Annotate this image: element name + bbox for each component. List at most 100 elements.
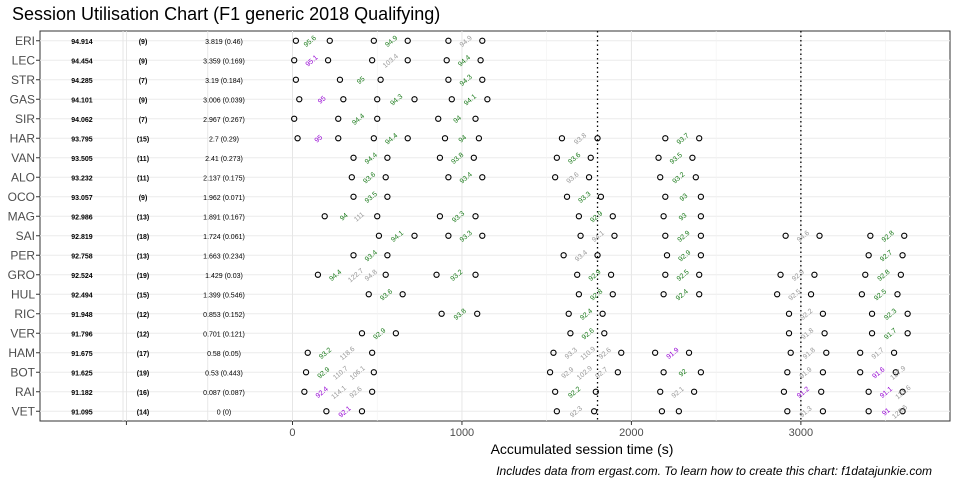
lap-marker xyxy=(787,349,794,356)
lap-marker xyxy=(472,115,479,122)
plot-panel xyxy=(39,30,951,422)
lap-marker xyxy=(897,271,905,278)
lap-marker xyxy=(899,388,906,395)
lap-marker xyxy=(374,115,381,122)
y-tick-label: ERI xyxy=(15,34,35,48)
lap-marker xyxy=(292,37,300,44)
lap-marker xyxy=(784,408,791,415)
lap-marker xyxy=(697,232,705,239)
lap-count-label: (7) xyxy=(139,78,148,85)
lap-marker xyxy=(662,232,669,239)
lap-marker xyxy=(785,330,793,337)
best-time-label: 92.494 xyxy=(71,292,93,299)
x-tick-label: 1000 xyxy=(450,427,474,439)
lap-count-label: (14) xyxy=(137,409,149,416)
lap-marker xyxy=(899,408,906,415)
lap-marker xyxy=(690,388,698,395)
lap-marker xyxy=(411,96,418,103)
chart-title: Session Utilisation Chart (F1 generic 20… xyxy=(12,4,441,24)
lap-marker xyxy=(472,271,479,278)
x-tick-label: 0 xyxy=(289,427,295,439)
lap-marker xyxy=(368,388,376,395)
lap-count-label: (9) xyxy=(139,58,148,65)
best-time-label: 94.101 xyxy=(71,97,93,104)
lap-time-label: 93 xyxy=(679,193,690,203)
lap-marker xyxy=(607,271,615,278)
lap-marker xyxy=(374,96,381,103)
lap-marker xyxy=(392,330,400,337)
lap-marker xyxy=(575,213,583,220)
lap-time-label: 91 xyxy=(881,407,892,417)
best-time-label: 94.914 xyxy=(71,39,93,46)
lap-marker xyxy=(550,349,557,356)
y-tick-label: LEC xyxy=(12,53,36,67)
lap-marker xyxy=(567,330,574,337)
lap-count-label: (16) xyxy=(137,390,149,397)
lap-marker xyxy=(663,252,671,259)
y-tick-label: VET xyxy=(12,404,36,418)
gap-label: 1.962 (0.071) xyxy=(203,195,245,202)
lap-marker xyxy=(404,57,411,64)
lap-marker xyxy=(368,57,376,64)
lap-marker xyxy=(302,369,310,376)
lap-marker xyxy=(819,408,827,415)
lap-marker xyxy=(651,349,659,356)
lap-marker xyxy=(655,154,662,161)
lap-marker xyxy=(553,154,561,161)
lap-marker xyxy=(370,369,377,376)
y-tick-label: RIC xyxy=(14,307,35,321)
lap-marker xyxy=(445,232,452,239)
lap-marker xyxy=(575,291,583,298)
lap-marker xyxy=(785,310,793,317)
best-time-label: 92.524 xyxy=(71,273,93,280)
lap-marker xyxy=(894,291,901,298)
lap-marker xyxy=(445,76,452,83)
lap-marker xyxy=(587,154,594,161)
lap-marker xyxy=(441,135,449,142)
lap-marker xyxy=(448,96,455,103)
best-time-label: 93.232 xyxy=(71,175,93,182)
lap-marker xyxy=(350,252,357,259)
lap-marker xyxy=(662,135,669,142)
y-tick-label: PER xyxy=(10,248,35,262)
lap-count-label: (13) xyxy=(137,253,149,260)
lap-marker xyxy=(614,369,622,376)
lap-marker xyxy=(868,330,876,337)
lap-marker xyxy=(323,408,330,415)
lap-time-label: 94 xyxy=(458,134,469,144)
lap-marker xyxy=(774,291,781,298)
lap-marker xyxy=(296,96,303,103)
lap-marker xyxy=(657,174,664,181)
lap-count-label: (7) xyxy=(139,117,148,124)
best-time-label: 92.819 xyxy=(71,234,93,241)
lap-count-label: (9) xyxy=(139,39,148,46)
lap-marker xyxy=(292,76,300,83)
y-tick-label: ALO xyxy=(11,170,35,184)
gap-label: 1.429 (0.03) xyxy=(205,273,243,280)
lap-marker xyxy=(560,252,567,259)
lap-marker xyxy=(689,154,696,161)
lap-marker xyxy=(477,57,484,64)
lap-marker xyxy=(565,310,572,317)
best-time-label: 91.675 xyxy=(71,351,93,358)
lap-marker xyxy=(374,213,381,220)
lap-marker xyxy=(816,232,823,239)
best-time-label: 94.285 xyxy=(71,78,93,85)
lap-marker xyxy=(377,76,384,83)
gap-label: 0.853 (0.152) xyxy=(203,312,245,319)
lap-marker xyxy=(558,135,566,142)
lap-marker xyxy=(821,330,828,337)
lap-marker xyxy=(370,135,377,142)
lap-marker xyxy=(479,76,486,83)
lap-count-label: (9) xyxy=(139,97,148,104)
lap-marker xyxy=(350,154,357,161)
lap-marker xyxy=(314,271,322,278)
y-tick-label: SIR xyxy=(15,112,35,126)
lap-marker xyxy=(867,232,874,239)
lap-marker xyxy=(365,291,372,298)
lap-count-label: (15) xyxy=(137,136,149,143)
lap-marker xyxy=(358,408,366,415)
y-tick-label: HUL xyxy=(11,287,35,301)
y-tick-label: MAG xyxy=(8,209,35,223)
lap-marker xyxy=(697,193,705,200)
